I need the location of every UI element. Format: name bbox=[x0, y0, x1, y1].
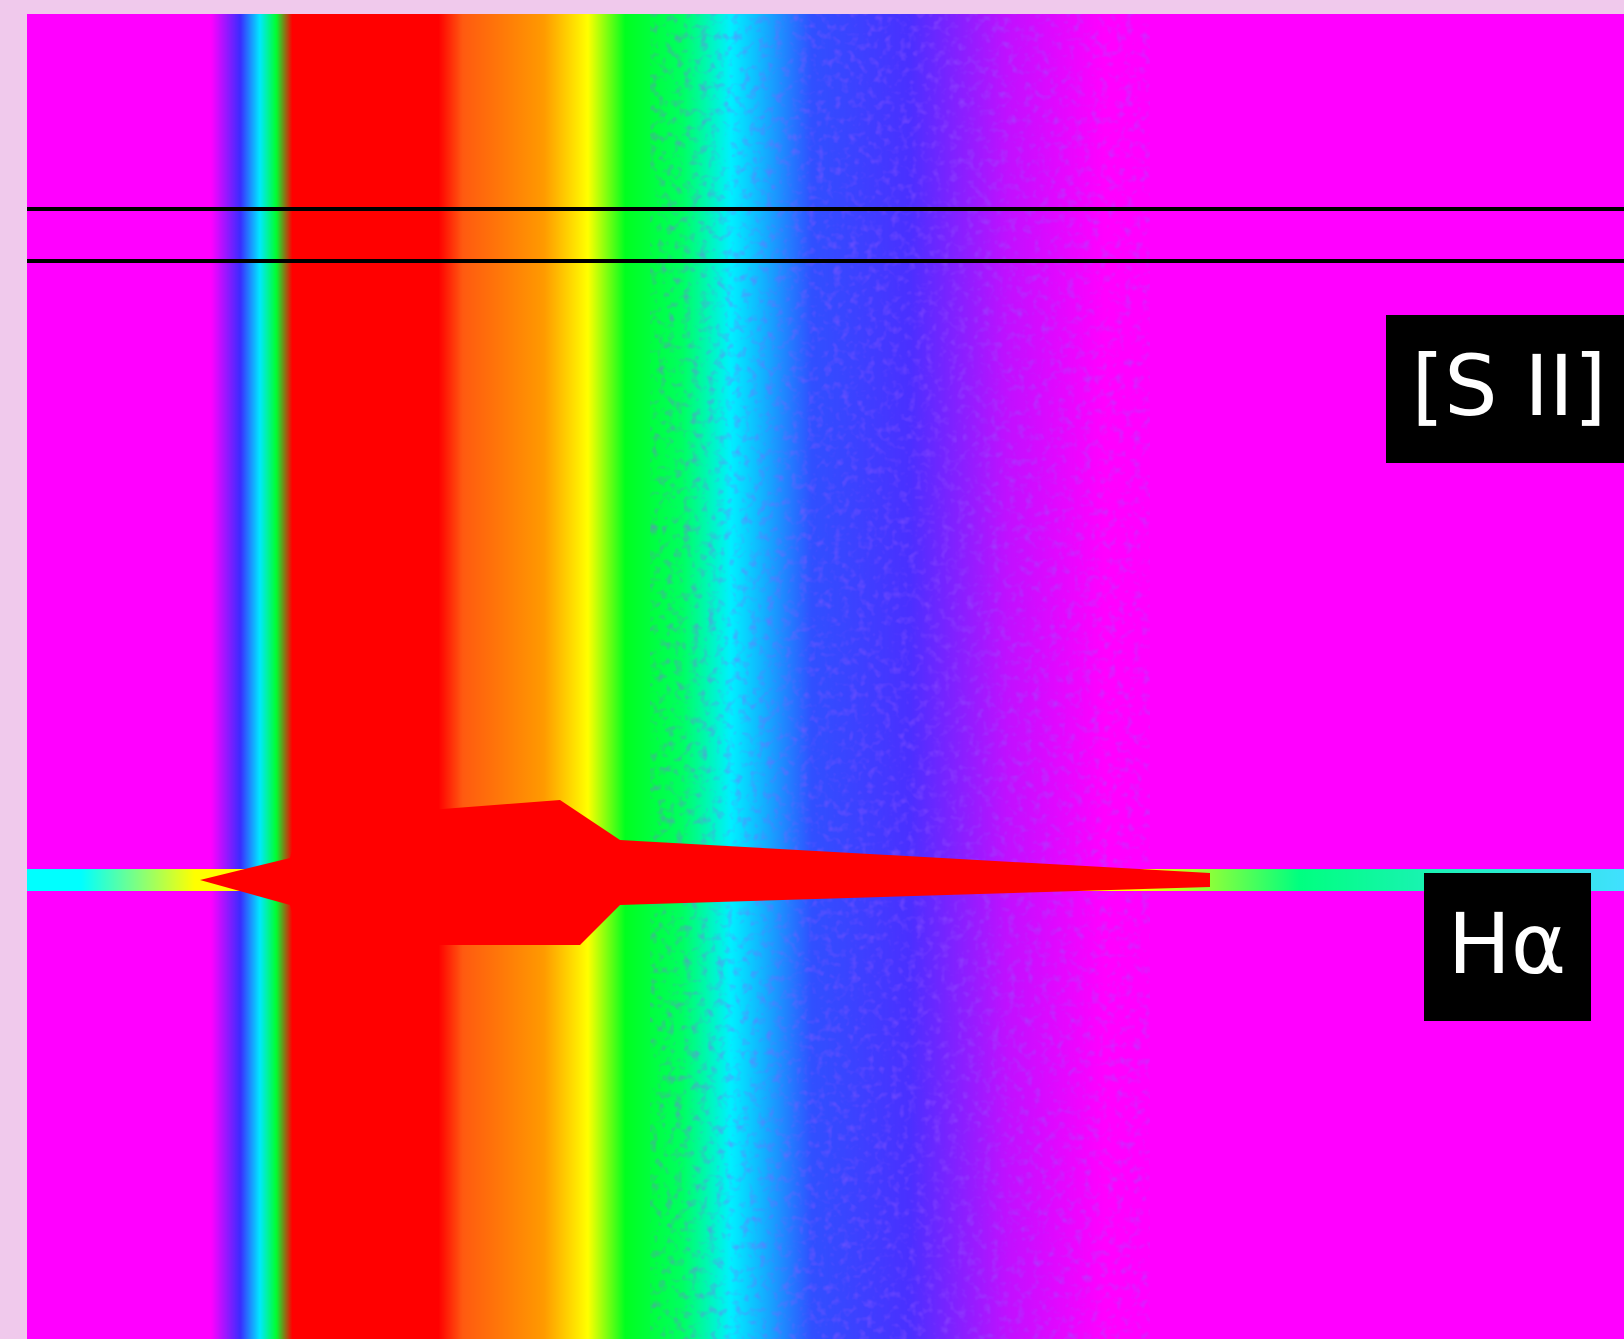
noise bbox=[650, 14, 1150, 1339]
halpha-label: Hα bbox=[1448, 895, 1567, 993]
page: {"labels": {"sii": "[S II]", "halpha": "… bbox=[0, 0, 1624, 1339]
spectrum-image bbox=[27, 14, 1624, 1339]
spectrum-figure: [S II] Hα bbox=[0, 0, 1624, 1339]
sii-label: [S II] bbox=[1411, 337, 1606, 435]
